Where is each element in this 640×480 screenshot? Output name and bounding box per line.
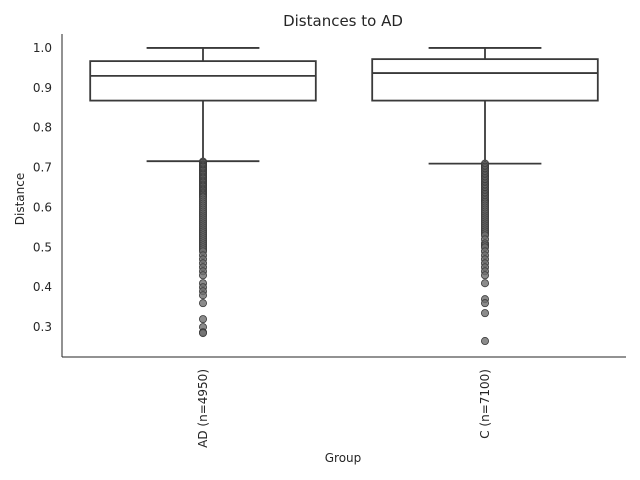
chart-title: Distances to AD	[283, 12, 403, 30]
y-tick-label: 0.5	[33, 240, 52, 254]
x-axis-label: Group	[325, 451, 362, 465]
y-ticks: 0.3 0.4 0.5 0.6 0.7 0.8 0.9 1.0	[33, 41, 52, 334]
iqr-box	[371, 58, 599, 102]
iqr-box	[89, 60, 317, 102]
outlier-point	[198, 329, 207, 338]
outlier-point	[480, 299, 489, 308]
outlier-point	[198, 291, 207, 300]
outlier-point	[198, 271, 207, 280]
y-tick-label: 0.9	[33, 81, 52, 95]
x-ticks: AD (n=4950) C (n=7100)	[196, 369, 492, 448]
y-tick-label: 0.4	[33, 280, 52, 294]
y-tick-label: 0.6	[33, 200, 52, 214]
outlier-point	[198, 315, 207, 324]
x-tick-label: C (n=7100)	[478, 369, 492, 439]
box-group	[89, 47, 317, 338]
outlier-point	[198, 299, 207, 308]
y-tick-label: 0.3	[33, 320, 52, 334]
y-tick-label: 0.7	[33, 161, 52, 175]
outlier-point	[480, 279, 489, 288]
outlier-point	[480, 271, 489, 280]
y-tick-label: 1.0	[33, 41, 52, 55]
outlier-point	[480, 309, 489, 318]
y-axis-label: Distance	[13, 173, 27, 225]
box-group	[371, 47, 599, 346]
outlier-point	[480, 337, 489, 346]
x-tick-label: AD (n=4950)	[196, 369, 210, 448]
y-tick-label: 0.8	[33, 121, 52, 135]
boxes	[89, 47, 599, 346]
